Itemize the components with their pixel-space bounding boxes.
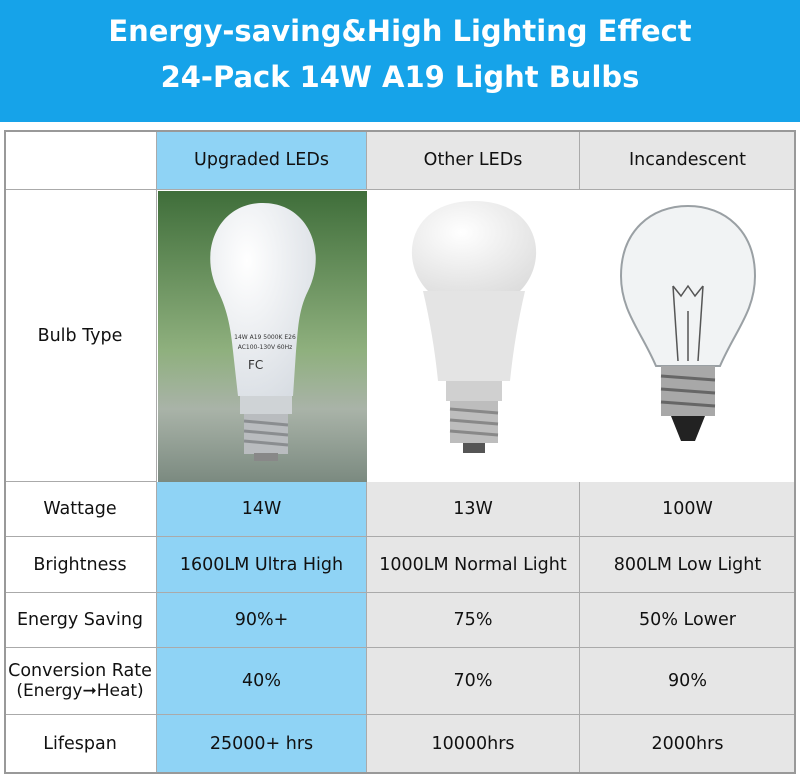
column-header: Incandescent bbox=[580, 130, 796, 190]
column-header: Upgraded LEDs bbox=[157, 130, 367, 190]
value-cell: 14W bbox=[157, 482, 367, 537]
row-label-text: Lifespan bbox=[43, 734, 117, 754]
value-cell: 1000LM Normal Light bbox=[367, 537, 580, 593]
row-label: Lifespan bbox=[4, 715, 157, 774]
row-label: Bulb Type bbox=[4, 190, 157, 482]
value-cell: 2000hrs bbox=[580, 715, 796, 774]
value-cell: 100W bbox=[580, 482, 796, 537]
bulb-print: 14W A19 5000K E26 bbox=[234, 334, 296, 341]
row-label: Wattage bbox=[4, 482, 157, 537]
column-header: Other LEDs bbox=[367, 130, 580, 190]
row-label: Conversion Rate (Energy➞Heat) bbox=[4, 648, 157, 715]
bulb-print: FC bbox=[248, 358, 263, 372]
value-cell: 70% bbox=[367, 648, 580, 715]
row-label-text: Energy Saving bbox=[16, 610, 144, 630]
header-banner: Energy-saving&High Lighting Effect 24-Pa… bbox=[0, 0, 800, 122]
value-cell: 90% bbox=[580, 648, 796, 715]
corner-cell bbox=[4, 130, 157, 190]
row-label: Brightness bbox=[4, 537, 157, 593]
value-cell: 10000hrs bbox=[367, 715, 580, 774]
value-cell: 75% bbox=[367, 593, 580, 648]
row-sublabel: (Energy➞Heat) bbox=[16, 681, 144, 701]
value-cell: 50% Lower bbox=[580, 593, 796, 648]
incandescent-bulb-image bbox=[619, 204, 757, 441]
value-cell: 40% bbox=[157, 648, 367, 715]
other-bulb-image bbox=[411, 201, 537, 453]
row-label: Energy Saving bbox=[4, 593, 157, 648]
row-label-text: Conversion Rate bbox=[8, 661, 152, 681]
value-cell: 1600LM Ultra High bbox=[157, 537, 367, 593]
title: 24-Pack 14W A19 Light Bulbs bbox=[160, 60, 640, 94]
upgraded-bulb-image: 14W A19 5000K E26 AC100-130V 60Hz FC bbox=[158, 191, 367, 482]
value-cell: 800LM Low Light bbox=[580, 537, 796, 593]
title: Energy-saving&High Lighting Effect bbox=[108, 14, 692, 48]
bulb-print: AC100-130V 60Hz bbox=[238, 344, 293, 351]
row-label-text: Wattage bbox=[43, 499, 117, 519]
value-cell: 90%+ bbox=[157, 593, 367, 648]
value-cell: 25000+ hrs bbox=[157, 715, 367, 774]
row-label-text: Brightness bbox=[33, 554, 127, 575]
value-cell: 13W bbox=[367, 482, 580, 537]
